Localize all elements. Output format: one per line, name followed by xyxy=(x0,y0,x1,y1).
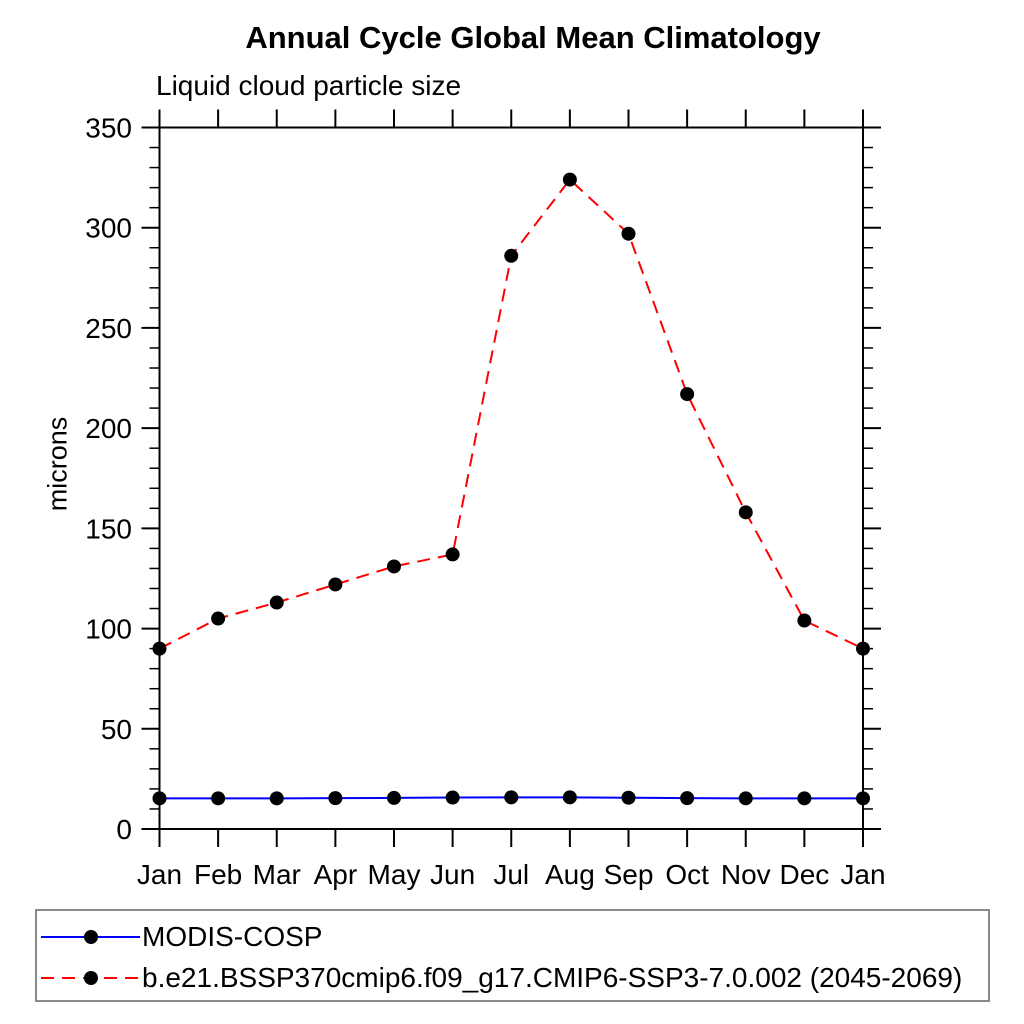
data-point xyxy=(562,172,577,187)
chart-title: Annual Cycle Global Mean Climatology xyxy=(245,20,821,55)
data-point xyxy=(621,790,636,805)
y-tick-label: 250 xyxy=(85,313,132,344)
x-tick-label: Nov xyxy=(721,859,771,890)
x-tick-label: May xyxy=(368,859,421,890)
legend-item-modis-cosp: MODIS-COSP xyxy=(38,922,322,952)
x-tick-label: Oct xyxy=(665,859,709,890)
y-tick-label: 350 xyxy=(85,113,132,144)
data-point xyxy=(269,791,284,806)
data-point xyxy=(738,505,753,520)
data-point xyxy=(504,790,519,805)
x-tick-label: Sep xyxy=(604,859,654,890)
data-point xyxy=(445,790,460,805)
x-tick-label: Jan xyxy=(840,859,885,890)
legend-label: b.e21.BSSP370cmip6.f09_g17.CMIP6-SSP3-7.… xyxy=(142,962,963,993)
y-tick-label: 0 xyxy=(116,814,132,845)
data-point xyxy=(856,641,870,656)
x-tick-label: Aug xyxy=(545,859,595,890)
y-tick-label: 300 xyxy=(85,213,132,244)
data-point xyxy=(152,791,167,806)
legend-item-model: b.e21.BSSP370cmip6.f09_g17.CMIP6-SSP3-7.… xyxy=(38,963,962,993)
data-point xyxy=(562,790,577,805)
x-tick-label: Jul xyxy=(493,859,529,890)
data-point xyxy=(387,790,401,805)
data-point xyxy=(621,226,636,241)
chart-subtitle: Liquid cloud particle size xyxy=(156,70,462,101)
x-tick-label: Mar xyxy=(253,859,301,890)
x-tick-label: Jan xyxy=(137,859,182,890)
y-tick-label: 100 xyxy=(85,614,132,645)
data-point xyxy=(211,791,226,806)
y-tick-label: 200 xyxy=(85,413,132,444)
data-point xyxy=(328,577,343,592)
data-point xyxy=(328,791,343,806)
data-point xyxy=(211,611,226,626)
data-point xyxy=(680,387,695,402)
legend-marker-dot xyxy=(84,930,98,944)
data-point xyxy=(797,613,812,628)
data-point xyxy=(856,791,870,806)
plot-frame xyxy=(158,126,864,830)
data-point xyxy=(504,248,519,263)
data-point xyxy=(387,559,401,574)
data-point xyxy=(680,791,695,806)
data-point xyxy=(738,791,753,806)
y-tick-label: 150 xyxy=(85,513,132,544)
data-point xyxy=(152,641,167,656)
legend-label: MODIS-COSP xyxy=(142,921,323,952)
x-tick-label: Apr xyxy=(314,859,358,890)
data-point xyxy=(269,595,284,610)
legend-marker-dot xyxy=(84,971,98,985)
legend-box: MODIS-COSP b.e21.BSSP370cmip6.f09_g17.CM… xyxy=(35,909,990,1002)
data-point xyxy=(445,547,460,562)
legend-line-sample-solid xyxy=(41,930,140,944)
legend-line-sample-dashed xyxy=(41,971,140,985)
y-tick-label: 50 xyxy=(101,714,132,745)
data-point xyxy=(797,791,812,806)
x-tick-label: Dec xyxy=(779,859,829,890)
x-tick-label: Jun xyxy=(430,859,475,890)
x-tick-label: Feb xyxy=(194,859,242,890)
